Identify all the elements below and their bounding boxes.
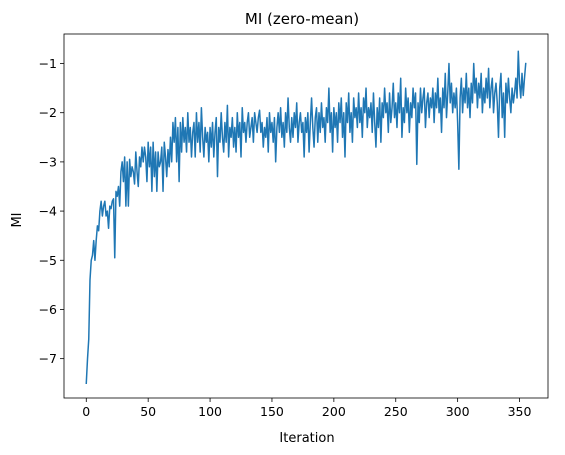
x-axis: 0 50 100 150 200 250 300 350 bbox=[82, 398, 532, 419]
x-tick-label: 350 bbox=[508, 404, 532, 419]
axes-frame bbox=[63, 33, 549, 399]
y-tick-label: −2 bbox=[39, 105, 57, 120]
y-axis-label: MI bbox=[10, 212, 25, 227]
y-tick-label: −3 bbox=[39, 154, 57, 169]
x-tick-label: 300 bbox=[446, 404, 470, 419]
y-axis: −7 −6 −5 −4 −3 −2 −1 bbox=[39, 56, 64, 366]
x-tick-label: 250 bbox=[384, 404, 408, 419]
y-tick-label: −4 bbox=[39, 204, 57, 219]
x-tick-label: 50 bbox=[140, 404, 156, 419]
plot-area bbox=[63, 33, 549, 399]
x-axis-label: Iteration bbox=[279, 431, 334, 446]
x-tick-label: 0 bbox=[82, 404, 90, 419]
series-line bbox=[85, 50, 527, 385]
y-tick-label: −1 bbox=[39, 56, 57, 71]
x-tick-label: 200 bbox=[322, 404, 346, 419]
y-tick-label: −7 bbox=[39, 351, 57, 366]
x-tick-label: 100 bbox=[198, 404, 222, 419]
x-tick-label: 150 bbox=[260, 404, 284, 419]
y-tick-label: −5 bbox=[39, 253, 57, 268]
chart-title: MI (zero-mean) bbox=[245, 10, 359, 28]
y-tick-label: −6 bbox=[39, 302, 57, 317]
